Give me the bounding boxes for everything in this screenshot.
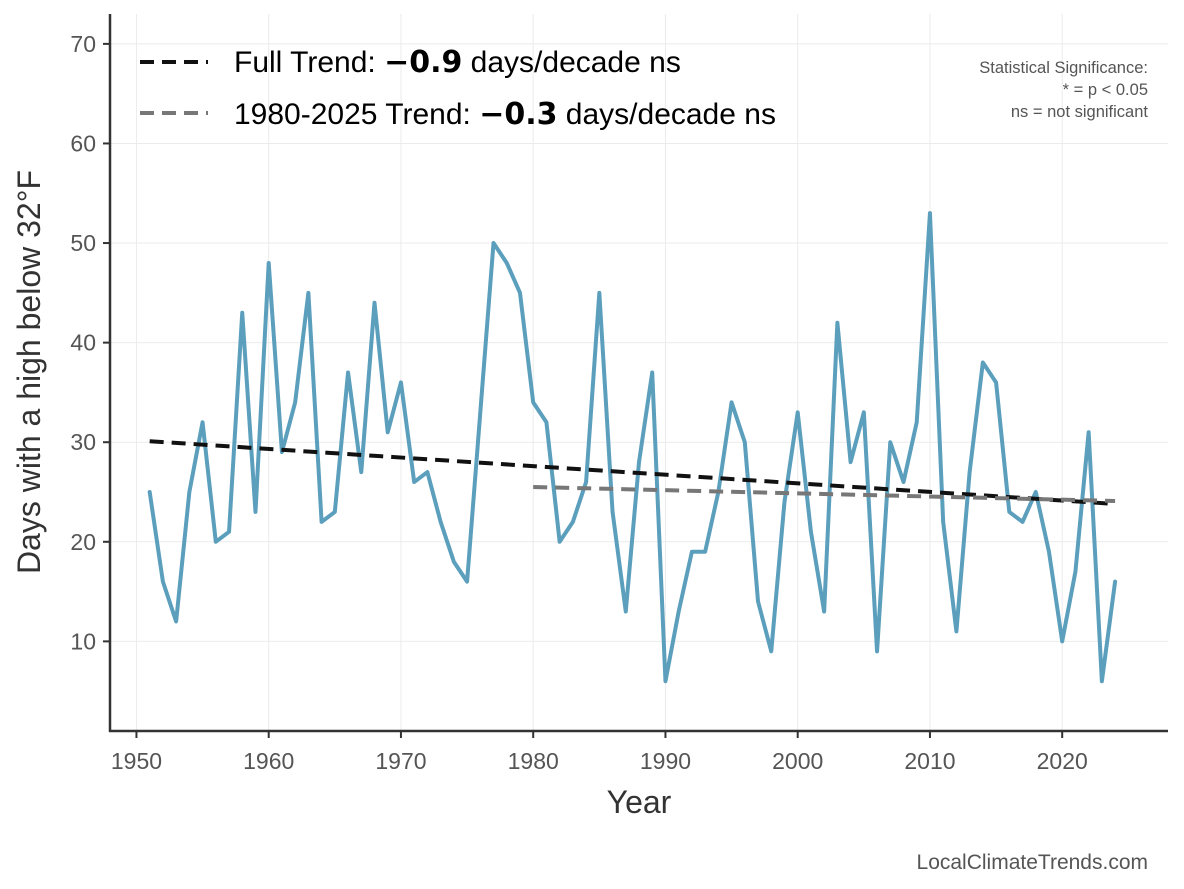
y-tick-label: 30: [70, 429, 96, 455]
significance-note: Statistical Significance: * = p < 0.05 n…: [979, 59, 1148, 121]
legend-label-1980-2025-trend: 1980-2025 Trend: −0.3 days/decade ns: [234, 97, 776, 132]
y-tick-label: 50: [70, 230, 96, 256]
x-tick-label: 1980: [508, 748, 559, 774]
full-trend-line: [149, 439, 1116, 506]
y-tick-label: 40: [70, 330, 96, 356]
legend-label-full-trend: Full Trend: −0.9 days/decade ns: [234, 45, 681, 80]
legend: Full Trend: −0.9 days/decade ns 1980-202…: [140, 45, 776, 132]
x-tick-label: 1990: [640, 748, 691, 774]
y-tick-label: 70: [70, 31, 96, 57]
y-axis-title: Days with a high below 32°F: [11, 170, 47, 574]
significance-title: Statistical Significance:: [979, 59, 1148, 77]
x-tick-label: 2010: [904, 748, 955, 774]
series-layer: [147, 211, 1118, 684]
y-tick-label: 20: [70, 529, 96, 555]
x-tick-label: 1950: [111, 748, 162, 774]
significance-ns: ns = not significant: [1011, 103, 1149, 121]
x-tick-label: 2000: [772, 748, 823, 774]
grid: [110, 14, 1168, 731]
observed-series-line: [147, 211, 1118, 684]
recent-trend-line: [533, 485, 1116, 503]
x-tick-label: 2020: [1037, 748, 1088, 774]
x-tick-label: 1960: [243, 748, 294, 774]
axes: [108, 14, 1168, 733]
y-tick-label: 60: [70, 130, 96, 156]
ticks: 10 20 30 40 50 60 70 1950 1960 1970 1980 1990 2000 20…: [70, 31, 1087, 774]
x-tick-label: 1970: [375, 748, 426, 774]
source-watermark: LocalClimateTrends.com: [917, 851, 1148, 874]
y-tick-label: 10: [70, 628, 96, 654]
significance-p-value: * = p < 0.05: [1063, 81, 1148, 99]
x-axis-title: Year: [607, 784, 672, 820]
